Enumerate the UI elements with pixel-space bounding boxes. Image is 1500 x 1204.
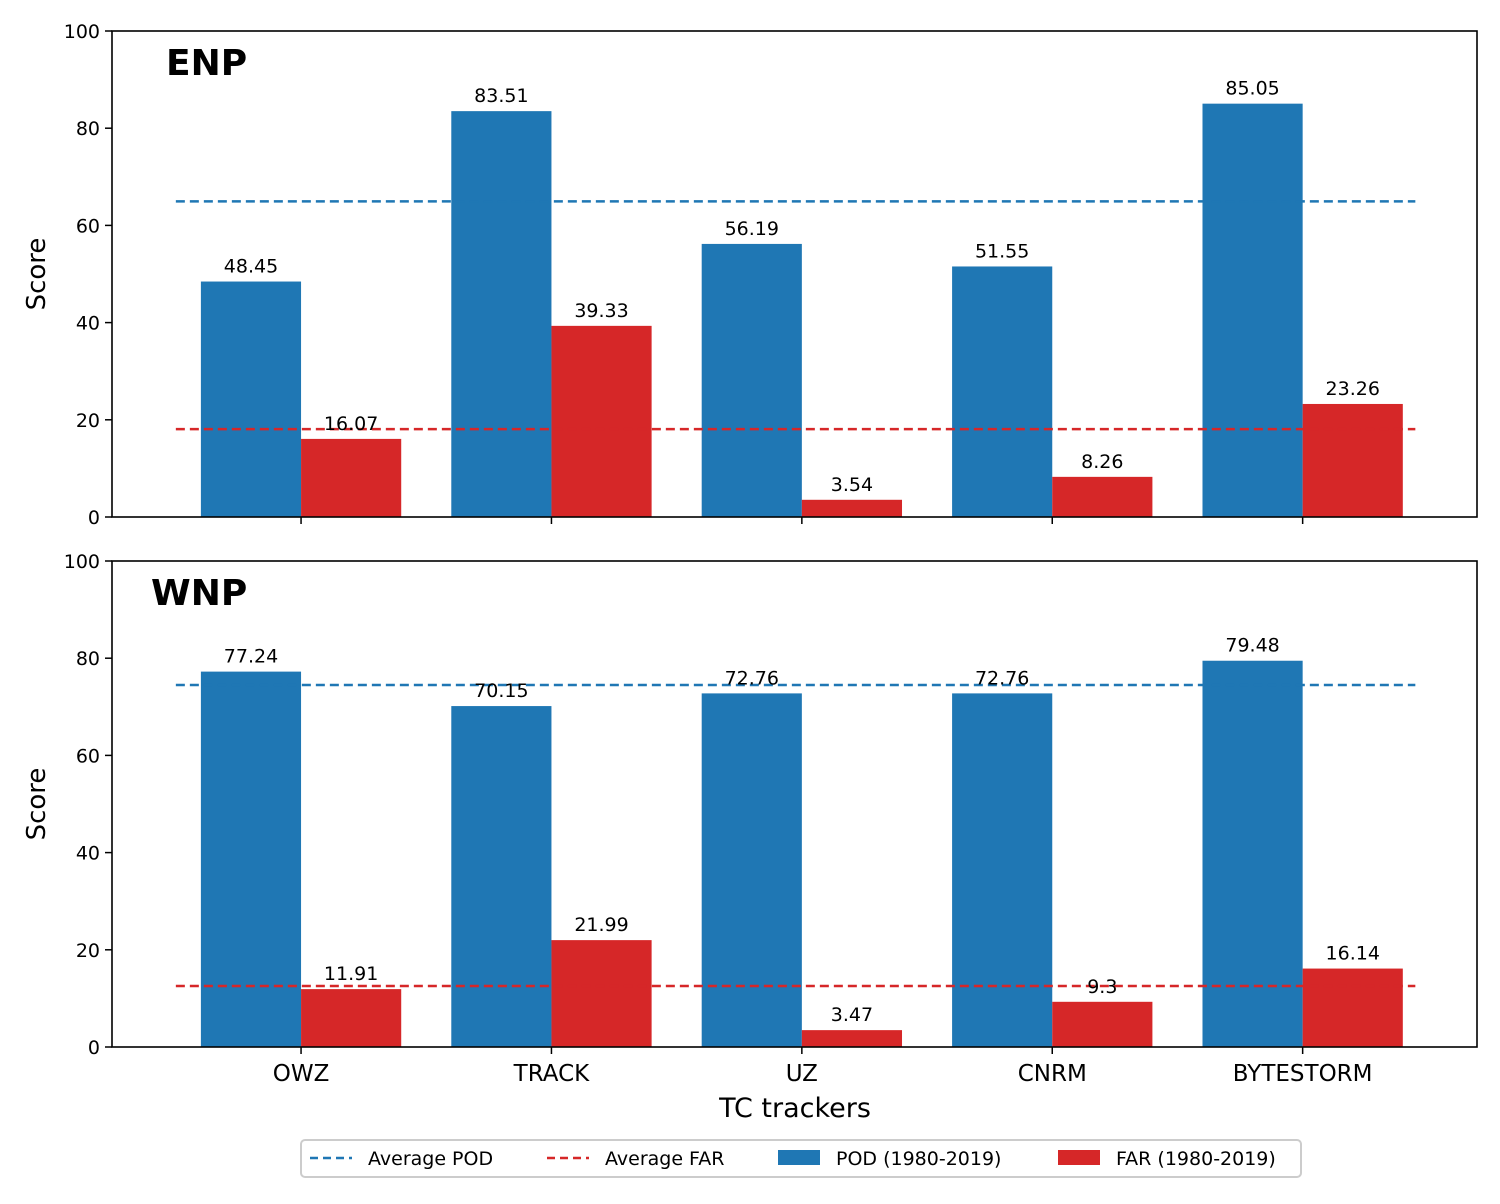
y-tick-label: 20 bbox=[76, 410, 100, 432]
data-label: 8.26 bbox=[1081, 451, 1123, 473]
y-tick-label: 80 bbox=[76, 118, 100, 140]
data-label: 23.26 bbox=[1326, 378, 1380, 400]
data-label: 21.99 bbox=[574, 914, 628, 936]
far-bar bbox=[1052, 476, 1153, 517]
data-label: 56.19 bbox=[725, 218, 779, 240]
data-label: 72.76 bbox=[725, 667, 779, 689]
data-label: 79.48 bbox=[1225, 635, 1279, 657]
data-label: 83.51 bbox=[474, 85, 528, 107]
y-tick-label: 100 bbox=[64, 21, 100, 43]
pod-bar bbox=[701, 693, 802, 1047]
x-axis-label: TC trackers bbox=[718, 1093, 871, 1124]
y-tick-label: 0 bbox=[88, 1037, 100, 1059]
x-tick-label: CNRM bbox=[1018, 1061, 1087, 1087]
x-tick-label: OWZ bbox=[273, 1061, 330, 1087]
y-axis-label: Score bbox=[22, 238, 52, 311]
data-label: 3.54 bbox=[831, 474, 873, 496]
far-bar bbox=[1052, 1001, 1153, 1047]
data-label: 70.15 bbox=[474, 680, 528, 702]
y-tick-label: 60 bbox=[76, 745, 100, 767]
far-bar bbox=[1302, 403, 1403, 517]
y-tick-label: 60 bbox=[76, 215, 100, 237]
y-tick-label: 40 bbox=[76, 843, 100, 865]
far-bar bbox=[801, 1030, 903, 1047]
data-label: 3.47 bbox=[831, 1004, 873, 1026]
legend-far-swatch bbox=[1058, 1150, 1100, 1165]
data-label: 9.3 bbox=[1087, 976, 1117, 998]
plot-frame bbox=[111, 30, 1478, 518]
legend-pod-label: POD (1980-2019) bbox=[836, 1148, 1001, 1170]
data-label: 77.24 bbox=[224, 646, 278, 668]
data-label: 39.33 bbox=[574, 300, 628, 322]
x-tick-label: UZ bbox=[786, 1061, 818, 1087]
x-tick-label: TRACK bbox=[513, 1061, 590, 1087]
y-tick-label: 0 bbox=[88, 507, 100, 529]
pod-bar bbox=[451, 706, 552, 1047]
data-label: 16.14 bbox=[1326, 943, 1380, 965]
far-bar bbox=[551, 940, 652, 1047]
data-label: 16.07 bbox=[324, 413, 378, 435]
y-tick-label: 40 bbox=[76, 313, 100, 335]
pod-bar bbox=[701, 243, 802, 517]
pod-bar bbox=[1202, 103, 1303, 518]
far-bar bbox=[301, 438, 402, 517]
pod-bar bbox=[451, 111, 552, 517]
data-label: 51.55 bbox=[975, 240, 1029, 262]
legend-average-pod-label: Average POD bbox=[368, 1148, 493, 1170]
legend-pod-swatch bbox=[778, 1150, 820, 1165]
far-bar bbox=[1302, 968, 1403, 1047]
far-bar bbox=[551, 325, 652, 517]
data-label: 85.05 bbox=[1225, 78, 1279, 100]
y-tick-label: 100 bbox=[64, 551, 100, 573]
legend-far-label: FAR (1980-2019) bbox=[1116, 1148, 1276, 1170]
plot-frame bbox=[111, 560, 1478, 1048]
pod-bar bbox=[1202, 660, 1303, 1047]
pod-bar bbox=[952, 266, 1053, 517]
pod-bar bbox=[200, 671, 302, 1047]
data-label: 72.76 bbox=[975, 667, 1029, 689]
legend-average-far-label: Average FAR bbox=[605, 1148, 724, 1170]
data-label: 48.45 bbox=[224, 256, 278, 278]
pod-bar bbox=[952, 693, 1053, 1047]
far-bar bbox=[801, 499, 903, 517]
data-label: 11.91 bbox=[324, 963, 378, 985]
far-bar bbox=[301, 989, 402, 1047]
pod-bar bbox=[200, 281, 302, 517]
legend: Average POD Average FAR POD (1980-2019) … bbox=[300, 1139, 1302, 1178]
y-tick-label: 80 bbox=[76, 648, 100, 670]
panel-title: ENP bbox=[166, 43, 247, 84]
y-axis-label: Score bbox=[22, 768, 52, 841]
panel-title: WNP bbox=[151, 573, 247, 614]
x-tick-label: BYTESTORM bbox=[1233, 1061, 1373, 1087]
y-tick-label: 20 bbox=[76, 940, 100, 962]
